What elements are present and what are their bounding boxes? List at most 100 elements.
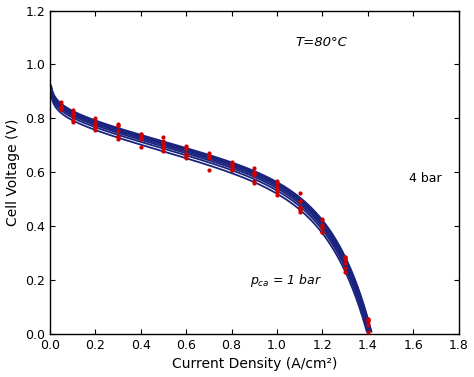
Point: [250, 180, 258, 186]
Point: [137, 135, 145, 141]
Point: [57, 105, 65, 111]
Text: $p_{ca}$ = 1 bar: $p_{ca}$ = 1 bar: [250, 272, 322, 289]
Point: [341, 269, 349, 275]
Point: [114, 123, 122, 129]
Point: [160, 149, 167, 155]
Point: [228, 167, 235, 173]
Point: [319, 224, 326, 230]
Point: [160, 134, 167, 140]
Point: [273, 188, 281, 195]
Point: [273, 180, 281, 186]
Point: [228, 159, 235, 165]
Point: [319, 216, 326, 222]
Point: [273, 184, 281, 190]
Point: [273, 181, 281, 187]
Point: [69, 110, 76, 116]
Point: [364, 322, 372, 328]
Point: [341, 256, 349, 262]
Point: [91, 127, 99, 133]
Point: [273, 192, 281, 198]
Point: [296, 204, 303, 210]
Point: [296, 209, 303, 215]
Point: [182, 152, 190, 158]
Point: [160, 139, 167, 145]
Point: [91, 123, 99, 129]
Point: [228, 161, 235, 167]
Point: [341, 253, 349, 259]
Point: [69, 110, 76, 116]
Point: [250, 169, 258, 175]
Point: [205, 154, 213, 160]
Point: [364, 318, 372, 324]
Point: [205, 155, 213, 161]
Point: [319, 229, 326, 235]
Point: [250, 165, 258, 171]
Point: [296, 198, 303, 204]
Point: [319, 216, 326, 222]
Point: [182, 146, 190, 152]
Point: [273, 187, 281, 193]
Point: [250, 178, 258, 184]
Point: [137, 133, 145, 139]
Y-axis label: Cell Voltage (V): Cell Voltage (V): [6, 119, 19, 226]
X-axis label: Current Density (A/cm²): Current Density (A/cm²): [172, 357, 337, 371]
Point: [319, 229, 326, 235]
Point: [57, 99, 65, 105]
Point: [114, 133, 122, 139]
Point: [57, 106, 65, 112]
Point: [137, 132, 145, 138]
Point: [114, 133, 122, 139]
Point: [296, 190, 303, 196]
Point: [319, 225, 326, 231]
Point: [296, 207, 303, 213]
Point: [273, 178, 281, 184]
Point: [228, 167, 235, 173]
Point: [114, 122, 122, 128]
Point: [341, 265, 349, 271]
Point: [69, 118, 76, 124]
Point: [57, 106, 65, 112]
Point: [114, 121, 122, 127]
Point: [69, 111, 76, 117]
Point: [57, 103, 65, 109]
Point: [91, 124, 99, 130]
Point: [91, 115, 99, 121]
Point: [137, 131, 145, 137]
Point: [341, 255, 349, 261]
Point: [364, 316, 372, 322]
Point: [364, 318, 372, 324]
Point: [182, 153, 190, 159]
Point: [160, 143, 167, 149]
Point: [341, 254, 349, 261]
Point: [182, 151, 190, 157]
Point: [250, 170, 258, 176]
Point: [341, 260, 349, 266]
Point: [160, 145, 167, 151]
Point: [91, 119, 99, 125]
Point: [205, 154, 213, 160]
Point: [69, 119, 76, 125]
Point: [364, 329, 372, 336]
Point: [228, 166, 235, 172]
Text: 4 bar: 4 bar: [409, 172, 441, 185]
Point: [114, 128, 122, 134]
Point: [205, 167, 213, 173]
Point: [91, 123, 99, 129]
Point: [296, 205, 303, 211]
Point: [69, 107, 76, 113]
Point: [205, 153, 213, 159]
Point: [228, 162, 235, 168]
Point: [182, 144, 190, 150]
Point: [160, 138, 167, 144]
Point: [250, 171, 258, 177]
Point: [114, 136, 122, 142]
Point: [319, 222, 326, 228]
Point: [182, 155, 190, 161]
Point: [205, 150, 213, 156]
Point: [364, 316, 372, 322]
Text: T=80°C: T=80°C: [295, 35, 347, 49]
Point: [69, 114, 76, 120]
Point: [57, 106, 65, 112]
Point: [57, 104, 65, 110]
Point: [137, 135, 145, 141]
